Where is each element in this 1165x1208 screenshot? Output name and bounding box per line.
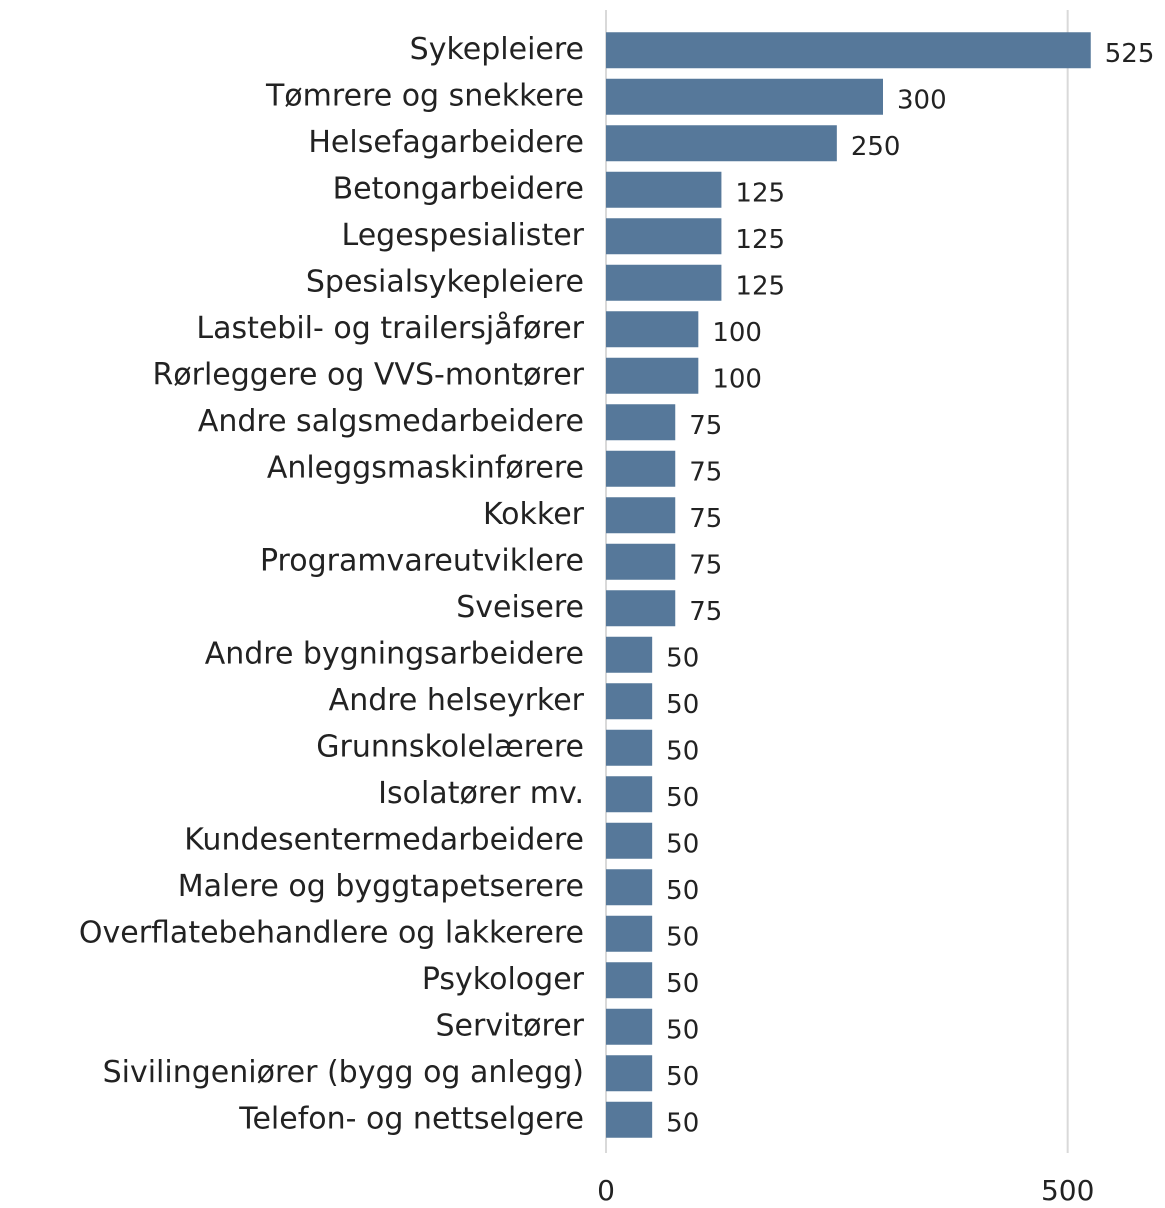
bar: [606, 311, 699, 348]
value-label: 50: [666, 1062, 699, 1092]
bar: [606, 497, 676, 534]
y-tick-label: Kundesentermedarbeidere: [184, 822, 584, 857]
y-tick-label: Andre bygningsarbeidere: [205, 636, 584, 671]
value-label: 100: [712, 318, 762, 348]
value-label: 75: [689, 597, 722, 627]
bar: [606, 32, 1091, 69]
bar: [606, 543, 676, 580]
bar: [606, 822, 653, 859]
y-tick-label: Rørleggere og VVS-montører: [152, 357, 584, 392]
value-label: 125: [735, 271, 785, 301]
bar: [606, 869, 653, 906]
value-label: 125: [735, 225, 785, 255]
bar: [606, 1008, 653, 1045]
y-tick-label: Kokker: [483, 497, 585, 532]
y-tick-label: Malere og byggtapetserere: [178, 869, 584, 904]
bar: [606, 357, 699, 394]
y-tick-label: Betongarbeidere: [333, 171, 584, 206]
value-label: 525: [1105, 39, 1155, 69]
value-label: 50: [666, 690, 699, 720]
y-tick-label: Anleggsmaskinførere: [267, 450, 584, 485]
bar: [606, 683, 653, 720]
bar: [606, 264, 722, 301]
bar: [606, 915, 653, 952]
y-tick-label: Grunnskolelærere: [316, 729, 584, 764]
value-label: 50: [666, 829, 699, 859]
y-tick-label: Sykepleiere: [410, 32, 584, 67]
value-label: 300: [897, 85, 947, 115]
y-tick-label: Telefon- og nettselgere: [238, 1101, 584, 1136]
y-tick-label: Andre helseyrker: [329, 683, 585, 718]
value-label: 50: [666, 876, 699, 906]
value-label: 125: [735, 178, 785, 208]
bar: [606, 404, 676, 441]
value-label: 100: [712, 364, 762, 394]
y-tick-label: Sveisere: [456, 590, 584, 625]
value-label: 75: [689, 411, 722, 441]
value-label: 50: [666, 736, 699, 766]
bar: [606, 962, 653, 999]
value-label: 50: [666, 1015, 699, 1045]
bar: [606, 78, 883, 115]
y-tick-label: Programvareutviklere: [260, 543, 584, 578]
y-tick-label: Servitører: [435, 1008, 584, 1043]
y-tick-label: Sivilingeniører (bygg og anlegg): [103, 1055, 584, 1090]
bar: [606, 1055, 653, 1092]
bar: [606, 729, 653, 766]
value-label: 75: [689, 504, 722, 534]
value-label: 75: [689, 457, 722, 487]
bar: [606, 590, 676, 627]
bar: [606, 218, 722, 255]
y-tick-label: Lastebil- og trailersjåfører: [196, 311, 584, 346]
value-label: 50: [666, 643, 699, 673]
y-tick-label: Andre salgsmedarbeidere: [198, 404, 584, 439]
value-label: 250: [851, 132, 901, 162]
x-tick-label: 500: [1041, 1174, 1094, 1207]
x-tick-label: 0: [597, 1174, 615, 1207]
y-tick-label: Spesialsykepleiere: [306, 264, 584, 299]
value-label: 75: [689, 550, 722, 580]
y-tick-label: Isolatører mv.: [378, 776, 584, 811]
value-label: 50: [666, 922, 699, 952]
y-tick-label: Overflatebehandlere og lakkerere: [79, 915, 584, 950]
bar: [606, 636, 653, 673]
value-label: 50: [666, 969, 699, 999]
bar: [606, 776, 653, 813]
y-tick-label: Psykologer: [422, 962, 585, 997]
value-label: 50: [666, 1108, 699, 1138]
bar: [606, 1101, 653, 1138]
value-label: 50: [666, 783, 699, 813]
y-tick-label: Legespesialister: [342, 218, 585, 253]
bar: [606, 171, 722, 208]
y-tick-label: Tømrere og snekkere: [265, 78, 584, 113]
bar: [606, 450, 676, 487]
bar: [606, 125, 837, 162]
y-tick-label: Helsefagarbeidere: [308, 125, 584, 160]
